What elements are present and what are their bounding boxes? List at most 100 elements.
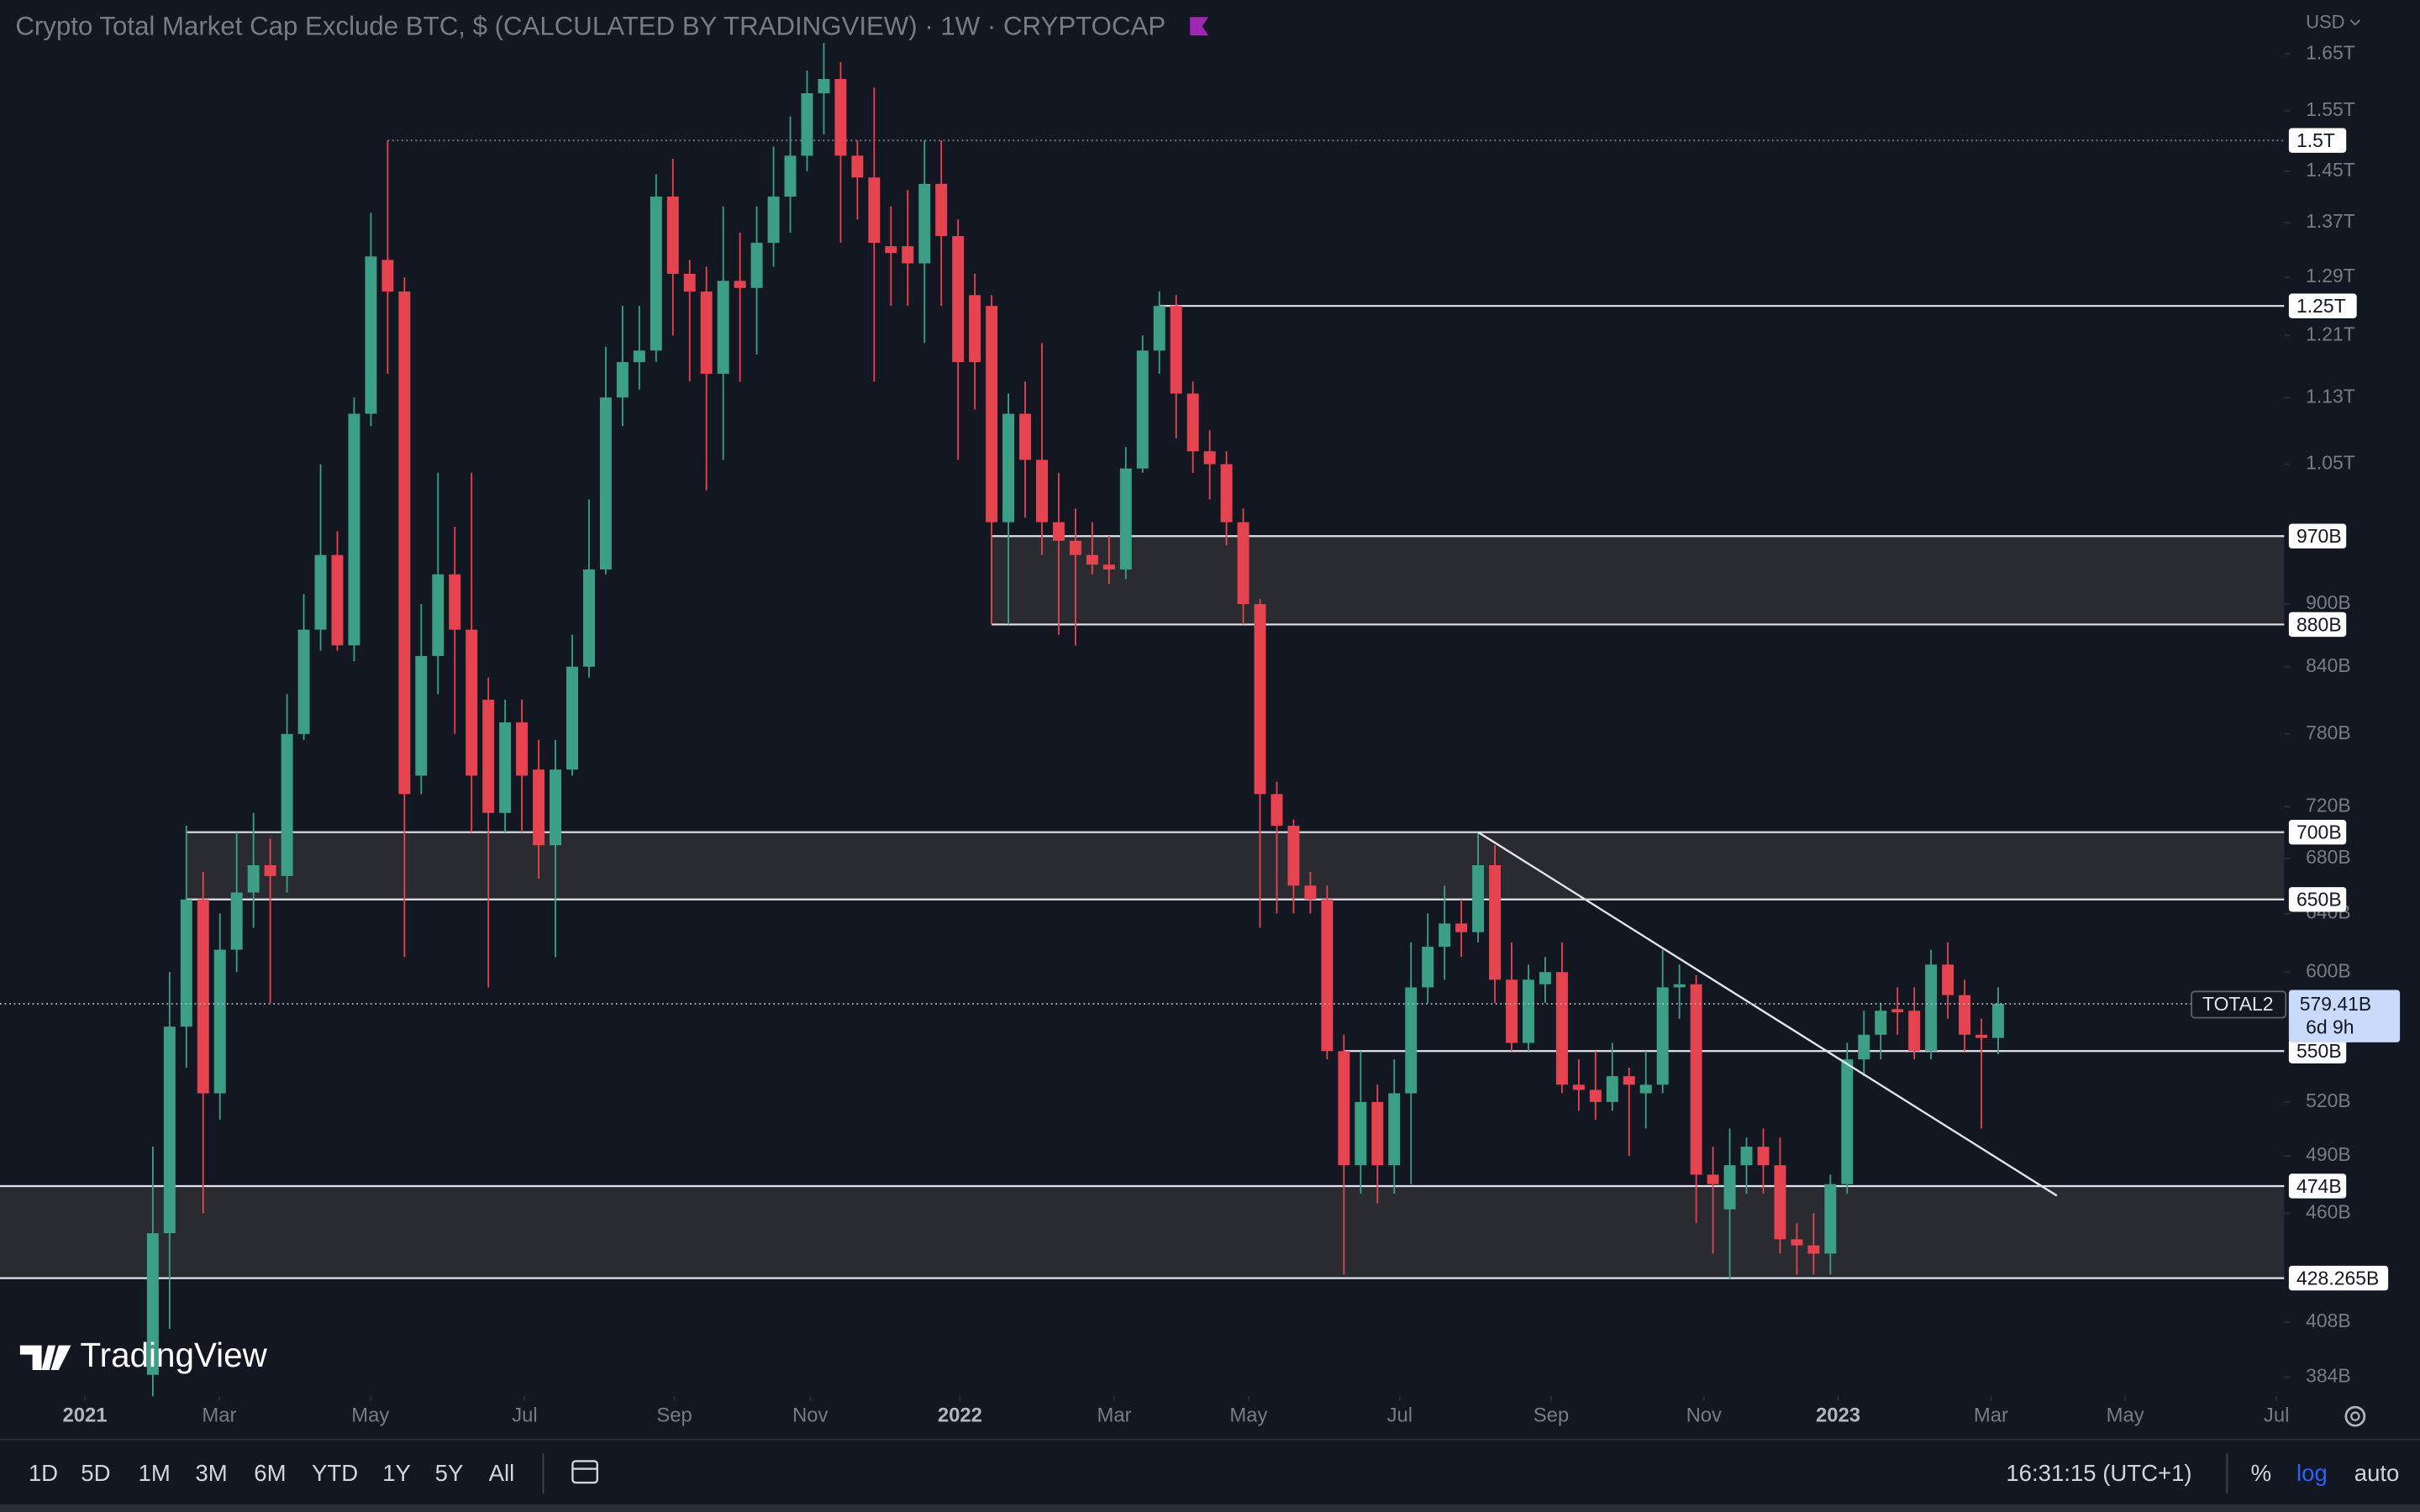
calendar	[571, 1460, 599, 1484]
candle-body	[868, 177, 881, 244]
x-tick-label: Jul	[2264, 1404, 2290, 1426]
candle-body	[1539, 972, 1551, 984]
price-label-box	[2288, 612, 2347, 638]
timeframe-button[interactable]: 3M	[195, 1460, 227, 1486]
candle-body	[1891, 1009, 1904, 1013]
timeframe-button[interactable]: 6M	[254, 1460, 286, 1486]
candle-body	[902, 246, 914, 264]
candle-body	[1388, 1093, 1401, 1166]
timeframe-bar: 1D 5D 1M 3M 6M YTD 1Y 5Y All	[29, 1460, 514, 1486]
candle-body	[1925, 964, 1938, 1052]
x-tick-label: May	[2107, 1404, 2144, 1426]
candle-body	[1506, 979, 1518, 1043]
candle-body	[683, 273, 696, 292]
candle-body	[1942, 964, 1954, 995]
candle-body	[1656, 987, 1669, 1085]
candle-body	[1572, 1084, 1585, 1090]
clock[interactable]: 16:31:15 (UTC+1)	[2006, 1460, 2191, 1486]
candle-body	[1052, 522, 1065, 541]
bottom-edge	[0, 1504, 2420, 1512]
chart-title: Crypto Total Market Cap Exclude BTC, $ (…	[15, 11, 1165, 40]
candle-body	[599, 397, 612, 570]
x-tick-label: 2022	[938, 1404, 982, 1426]
candle-body	[1707, 1174, 1719, 1184]
candle-body	[1723, 1165, 1736, 1210]
timeframe-button[interactable]: 5Y	[435, 1460, 464, 1486]
y-tick-label: 680B	[2306, 846, 2351, 868]
settings-icon[interactable]	[2344, 1405, 2366, 1427]
timeframe-button[interactable]: 1D	[29, 1460, 58, 1486]
candle-body	[1589, 1089, 1602, 1102]
candle-body	[1405, 987, 1418, 1094]
x-tick-label: Mar	[202, 1404, 236, 1426]
candle-body	[1270, 794, 1283, 827]
candle-body	[885, 246, 897, 254]
candle-body	[1472, 864, 1485, 932]
last-price-label: 579.41B	[2300, 993, 2371, 1015]
y-tick-label: 1.45T	[2306, 159, 2355, 181]
scale-button[interactable]: log	[2296, 1460, 2328, 1486]
candle-body	[1153, 306, 1165, 351]
y-tick-label: 600B	[2306, 959, 2351, 981]
candle-body	[1489, 864, 1502, 980]
candle-body	[1002, 413, 1015, 522]
scale-button[interactable]: auto	[2354, 1460, 2400, 1486]
timeframe-button[interactable]: 1M	[139, 1460, 171, 1486]
brand-name: TradingView	[81, 1336, 268, 1374]
plot: 1.65T 1.55T 1.45T 1.37T 1.29T 1.21T 1.13T 1.05T…	[0, 41, 2355, 1426]
candle-body	[1774, 1165, 1786, 1240]
candle-body	[1287, 826, 1300, 886]
candle-body	[1959, 995, 1971, 1035]
price-label: 550B	[2296, 1040, 2342, 1062]
candle-body	[264, 864, 276, 876]
x-tick-label: May	[351, 1404, 389, 1426]
candle-body	[801, 93, 813, 156]
candle-body	[281, 733, 293, 876]
timeframe-button[interactable]: 5D	[81, 1460, 110, 1486]
candle-body	[1623, 1076, 1635, 1085]
y-tick-label: 780B	[2306, 722, 2351, 743]
candle-body	[415, 655, 428, 776]
y-tick-label: 408B	[2306, 1310, 2351, 1331]
candle-body	[935, 183, 948, 237]
candle-body	[213, 949, 226, 1094]
price-label: 1.5T	[2296, 129, 2335, 151]
candle-body	[1841, 1059, 1854, 1184]
price-label-box	[2288, 523, 2347, 549]
gear	[2344, 1405, 2366, 1427]
candle-body	[750, 243, 763, 288]
candle-body	[566, 666, 578, 770]
zone	[186, 832, 2285, 900]
candle-body	[1186, 393, 1199, 452]
price-label: 650B	[2296, 889, 2342, 911]
logo-mark	[19, 1345, 71, 1371]
scale-button[interactable]: %	[2251, 1460, 2272, 1486]
candle-body	[1555, 972, 1568, 1085]
candle-body	[499, 722, 512, 813]
x-tick-label: Jul	[1387, 1404, 1413, 1426]
candle-body	[1639, 1084, 1652, 1094]
y-tick-label: 1.55T	[2306, 98, 2355, 120]
candle-body	[432, 574, 445, 656]
trendline	[1477, 831, 2058, 1197]
candle-body	[650, 197, 662, 351]
price-label: 428.265B	[2296, 1268, 2379, 1289]
timeframe-button[interactable]: 1Y	[382, 1460, 411, 1486]
date-range-icon[interactable]	[571, 1460, 599, 1484]
candle-body	[314, 554, 327, 630]
candle-body	[180, 899, 192, 1027]
candle-body	[700, 291, 713, 374]
candle-body	[146, 1233, 159, 1375]
y-tick-label: 384B	[2306, 1365, 2351, 1387]
zone	[992, 536, 2285, 625]
brand-logo: TradingView	[19, 1336, 268, 1374]
candle-body	[365, 256, 377, 414]
price-label-box	[2288, 1038, 2347, 1063]
timeframe-button[interactable]: YTD	[312, 1460, 358, 1486]
x-tick-label: Mar	[1974, 1404, 2008, 1426]
x-tick-label: Nov	[1686, 1404, 1723, 1426]
currency[interactable]: USD	[2306, 11, 2345, 32]
timeframe-button[interactable]: All	[489, 1460, 515, 1486]
last-price-box	[2288, 990, 2401, 1042]
candle-body	[1807, 1245, 1820, 1254]
